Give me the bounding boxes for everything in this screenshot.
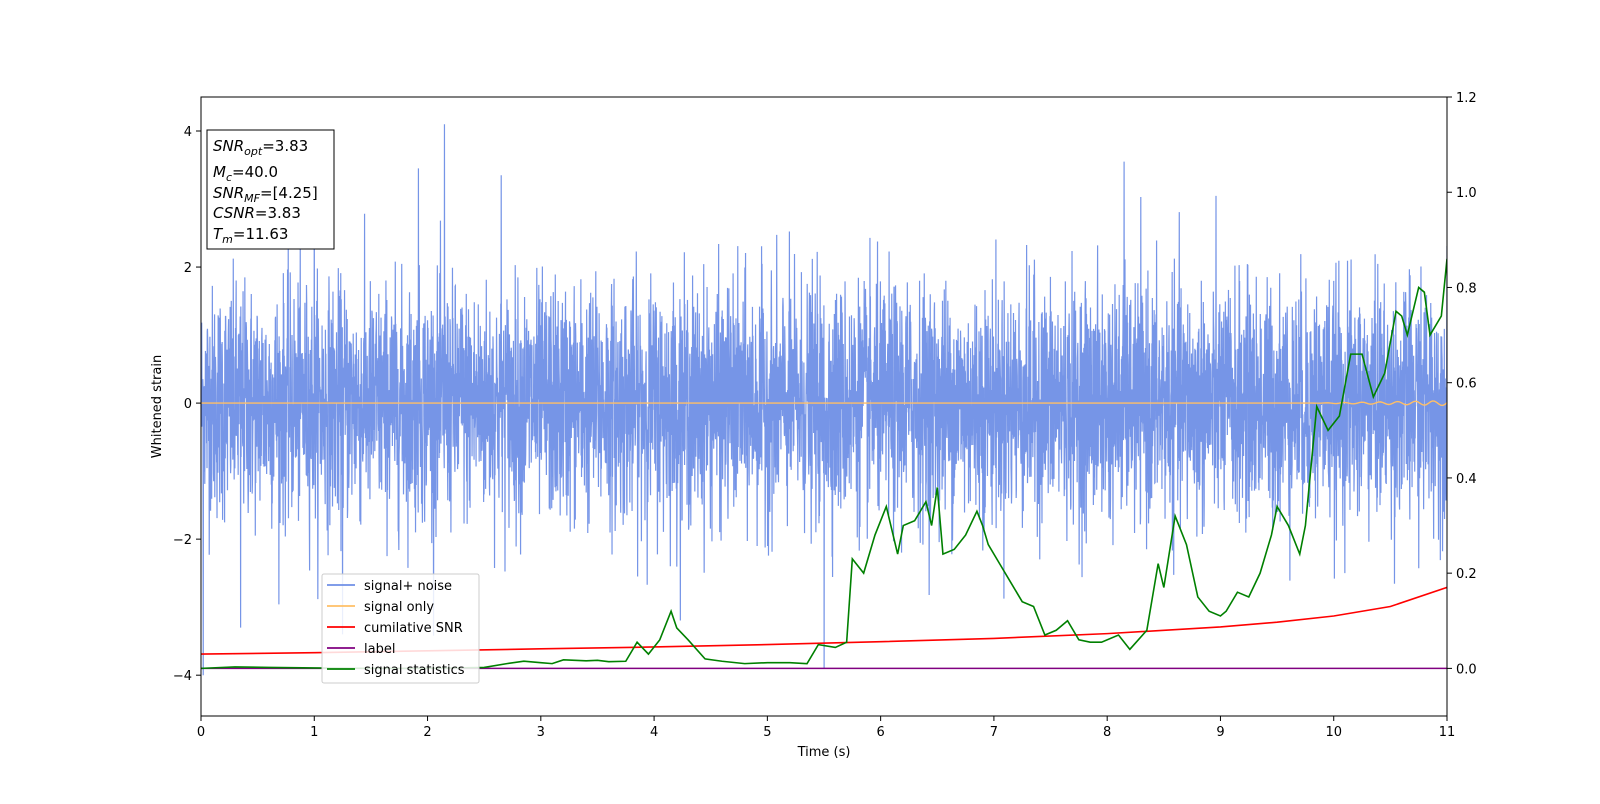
x-tick-label: 0 [197,725,205,740]
info-box-frame [206,129,335,250]
y-right-tick-label: 0.4 [1456,472,1477,487]
info-symbol: M [213,163,226,181]
series-signal-noise-line [201,124,1447,676]
y-tick-label: −2 [173,533,192,548]
legend-entry-label: cumilative SNR [364,621,463,636]
x-axis-label: Time (s) [797,745,851,760]
legend-frame [321,573,480,684]
legend-entry-label: signal+ noise [364,579,452,594]
info-symbol: SNR [213,184,244,202]
y-tick-label: −4 [173,669,192,684]
legend: signal+ noise signal only cumilative SNR la… [321,573,480,684]
x-tick-label: 10 [1325,725,1342,740]
info-symbol: SNR [213,137,244,155]
info-line: Tm=11.63 [213,225,288,246]
info-value: =11.63 [233,225,289,243]
info-subscript: c [226,171,232,184]
x-tick-label: 9 [1216,725,1224,740]
info-line: SNRMF=[4.25] [213,184,318,205]
info-line: CSNR=3.83 [213,204,301,222]
x-tick-label: 11 [1439,725,1456,740]
x-tick-label: 8 [1103,725,1111,740]
info-value: =3.83 [255,204,301,222]
info-box: SNRopt=3.83Mc=40.0SNRMF=[4.25]CSNR=3.83T… [206,129,335,250]
info-subscript: opt [244,145,263,158]
x-tick-label: 2 [423,725,431,740]
series-signal-statistics-line [201,258,1447,670]
y-tick-label: 2 [184,261,192,276]
x-tick-label: 7 [990,725,998,740]
y-right-tick-label: 0.8 [1456,281,1477,296]
y-tick-label: 0 [184,397,192,412]
info-symbol: CSNR [213,204,255,222]
legend-entry-label: signal only [364,600,434,615]
x-tick-label: 1 [310,725,318,740]
x-tick-label: 5 [763,725,771,740]
info-line: SNRopt=3.83 [213,137,308,158]
y-axis-label: Whitened strain [150,355,165,458]
info-line: Mc=40.0 [213,163,278,184]
series-signal-only-line [201,400,1447,407]
x-tick-label: 3 [537,725,545,740]
legend-entry-label: signal statistics [364,663,465,678]
info-symbol: T [213,225,224,243]
legend-entry-label: label [364,642,395,657]
y-right-tick-label: 0.6 [1456,377,1477,392]
info-value: =40.0 [232,163,278,181]
y-tick-label: 4 [184,125,192,140]
x-tick-label: 4 [650,725,658,740]
y-right-tick-label: 1.0 [1456,186,1477,201]
y-right-tick-label: 1.2 [1456,91,1477,106]
info-value: =3.83 [262,137,308,155]
y-right-tick-label: 0.0 [1456,662,1477,677]
x-tick-label: 6 [876,725,884,740]
plot-frame [200,96,1448,717]
info-subscript: MF [244,192,260,205]
info-subscript: m [222,233,233,246]
info-value: =[4.25] [260,184,318,202]
y-right-tick-label: 0.2 [1456,567,1477,582]
